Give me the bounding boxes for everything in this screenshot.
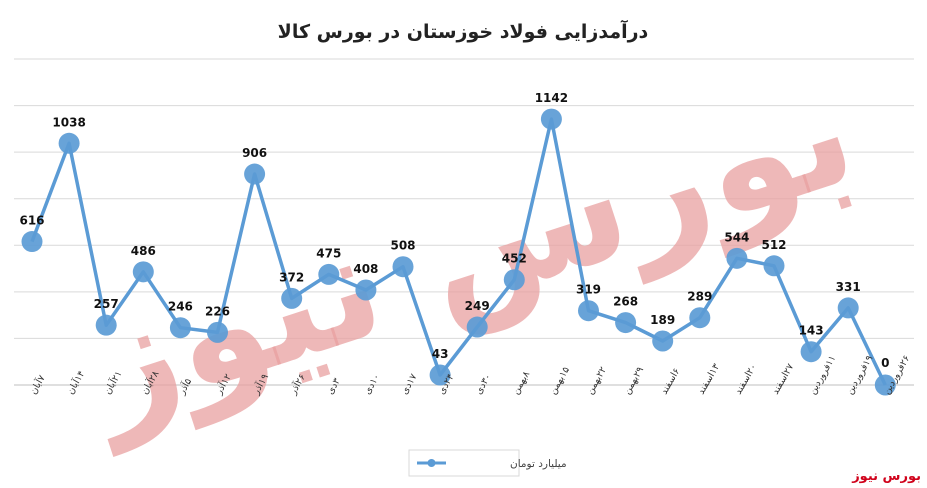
legend-label: میلیارد تومان — [510, 458, 567, 470]
data-label: 616 — [19, 214, 44, 228]
data-label: 189 — [650, 313, 675, 327]
data-label: 43 — [432, 347, 449, 361]
data-point — [763, 255, 785, 277]
data-label: 331 — [836, 280, 861, 294]
data-point — [615, 312, 637, 334]
data-label: 257 — [94, 297, 119, 311]
data-point — [132, 261, 154, 283]
data-point — [874, 374, 896, 396]
data-point — [355, 279, 377, 301]
x-tick-label: ۳۰دی — [473, 372, 493, 396]
data-point — [95, 314, 117, 336]
data-label: 512 — [761, 238, 786, 252]
x-tick-label: ۱۳اسفند — [696, 362, 722, 396]
data-label: 408 — [353, 262, 378, 276]
data-point — [207, 321, 228, 343]
data-label: 0 — [881, 356, 889, 370]
data-point — [244, 163, 266, 185]
data-point — [540, 108, 562, 130]
data-label: 1038 — [52, 115, 85, 129]
data-label: 372 — [279, 270, 304, 284]
data-point — [652, 330, 674, 352]
gridlines — [14, 58, 914, 386]
data-point — [169, 317, 191, 339]
x-tick-label: ۲۰اسفند — [733, 362, 759, 396]
x-tick-label: ۲۲بهمن — [585, 365, 610, 396]
data-point — [837, 297, 859, 319]
data-point — [21, 231, 43, 253]
x-tick-label: ۱۷دی — [399, 372, 419, 396]
data-point — [578, 300, 599, 322]
brand-logo-text: بورس نیوز — [852, 469, 921, 484]
data-point — [503, 269, 525, 291]
data-label: 452 — [502, 252, 527, 266]
data-label: 289 — [687, 290, 712, 304]
data-label: 249 — [465, 299, 490, 313]
data-point — [318, 263, 340, 285]
legend-marker-swatch — [427, 459, 436, 467]
data-point — [689, 307, 711, 329]
chart-title: درآمدزایی فولاد خوزستان در بورس کالا — [278, 19, 649, 43]
data-label: 268 — [613, 295, 638, 309]
data-point — [58, 132, 80, 154]
data-point — [392, 256, 414, 278]
data-point — [429, 364, 451, 386]
x-tick-label: ۲۹بهمن — [622, 365, 647, 396]
data-label: 544 — [724, 230, 749, 244]
data-point — [466, 316, 488, 338]
data-label: 906 — [242, 146, 267, 160]
data-label: 508 — [390, 239, 415, 253]
x-tick-label: ۱۵بهمن — [547, 365, 572, 396]
data-point — [281, 287, 303, 309]
data-label: 143 — [799, 324, 824, 338]
data-label: 1142 — [535, 91, 568, 105]
x-tick-label: ۶اسفند — [659, 366, 683, 396]
legend: میلیارد تومان — [408, 449, 567, 477]
data-label: 246 — [168, 300, 193, 314]
x-tick-label: ۱۰دی — [362, 372, 382, 396]
data-point — [800, 341, 822, 363]
series-line-group: 616 1038 257 486 246 226 906 372 475 408 508 43 249 4… — [19, 91, 896, 396]
x-tick-label: ۱۹فروردین — [844, 354, 875, 397]
data-label: 319 — [576, 283, 601, 297]
x-tick-label: ۲۷اسفند — [770, 362, 796, 396]
data-label: 475 — [316, 246, 341, 260]
x-tick-label: ۱۴آبان — [63, 368, 87, 396]
data-point — [726, 247, 748, 269]
x-tick-label: ۷آبان — [26, 372, 47, 396]
data-label: 486 — [131, 244, 156, 258]
data-label: 226 — [205, 304, 230, 318]
x-tick-label: ۸بهمن — [510, 369, 532, 396]
